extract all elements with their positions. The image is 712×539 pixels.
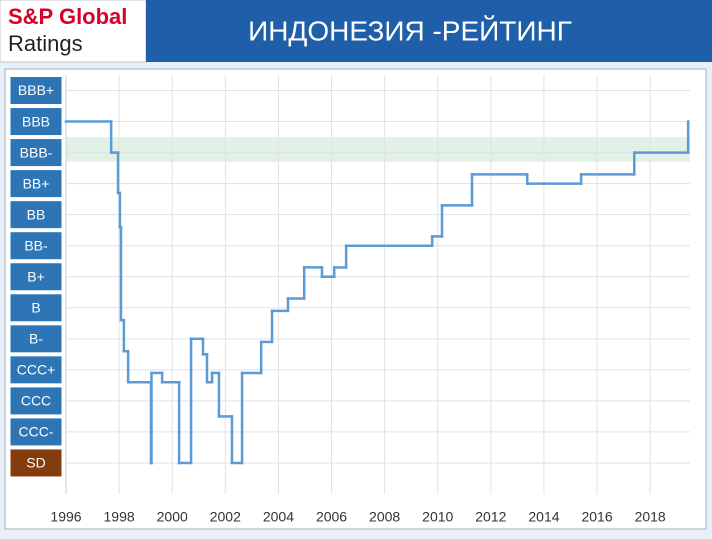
- y-tick-label: CCC: [21, 393, 51, 409]
- y-tick-label: BBB+: [18, 82, 54, 98]
- x-tick-label: 2006: [316, 509, 347, 525]
- y-tick-box: [9, 355, 63, 385]
- y-tick-box: [9, 417, 63, 447]
- y-tick-box: [9, 138, 63, 168]
- title-bar: [146, 0, 712, 62]
- y-tick-box: [9, 107, 63, 137]
- highlight-band: [66, 137, 690, 162]
- x-tick-label: 2018: [635, 509, 666, 525]
- y-tick-label: SD: [26, 455, 45, 471]
- y-tick-box: [9, 200, 63, 230]
- y-tick-box: [9, 293, 63, 323]
- y-tick-label: BB+: [23, 175, 50, 191]
- plot: 1996 1998 2000 2002 2004 2006 2008 2010 2012 2014…: [9, 75, 690, 525]
- y-tick-label: B: [31, 299, 40, 315]
- x-tick-label: 2012: [475, 509, 506, 525]
- brand: S&P Global: [8, 4, 127, 29]
- x-tick-label: 2002: [210, 509, 241, 525]
- y-tick-box: [9, 448, 63, 478]
- y-tick-box: [9, 76, 63, 106]
- y-tick-box: [9, 169, 63, 199]
- x-tick-label: 2010: [422, 509, 453, 525]
- x-tick-label: 2000: [157, 509, 188, 525]
- x-tick-label: 2016: [581, 509, 612, 525]
- y-tick-label: BBB: [22, 113, 50, 129]
- x-tick-label: 1996: [50, 509, 81, 525]
- y-tick-label: BB: [27, 206, 46, 222]
- y-tick-label: CCC-: [19, 424, 54, 440]
- x-tick-label: 1998: [104, 509, 135, 525]
- x-tick-label: 2008: [369, 509, 400, 525]
- y-tick-label: CCC+: [17, 362, 56, 378]
- brand-sub: Ratings: [8, 31, 83, 56]
- y-tick-label: B+: [27, 268, 45, 284]
- y-tick-box: [9, 386, 63, 416]
- chart-title: ИНДОНЕЗИЯ -РЕЙТИНГ: [248, 15, 572, 46]
- y-tick-box: [9, 324, 63, 354]
- y-tick-label: BB-: [24, 237, 48, 253]
- logo-box: [0, 0, 147, 63]
- y-tick-label: B-: [29, 331, 43, 347]
- x-tick-label: 2014: [528, 509, 559, 525]
- y-tick-box: [9, 262, 63, 292]
- x-tick-label: 2004: [263, 509, 294, 525]
- y-tick-box: [9, 231, 63, 261]
- y-tick-label: BBB-: [20, 144, 53, 160]
